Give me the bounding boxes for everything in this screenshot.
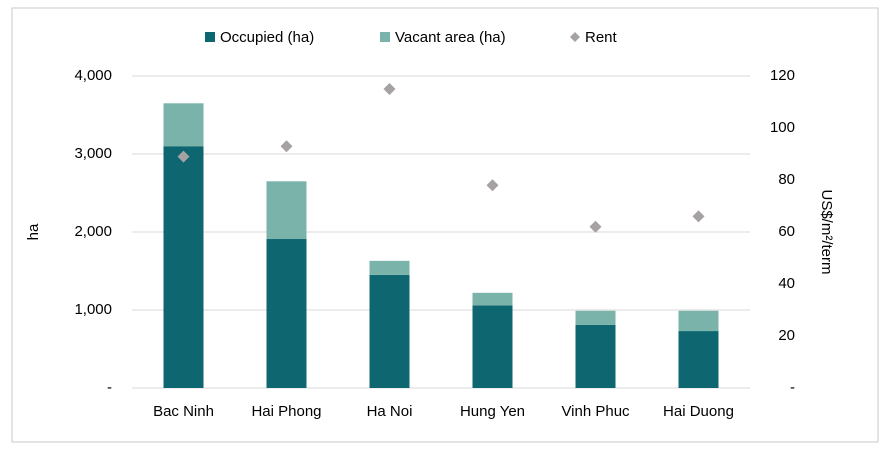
legend-swatch [205,32,215,42]
y2-tick-label: 80 [778,171,795,188]
bar-segment [266,181,307,240]
y2-axis-label: US$/m²/term [818,189,835,274]
bar-segment [575,310,616,325]
rent-marker [486,179,499,192]
bar-segment [472,305,513,388]
rent-marker [383,83,396,95]
x-tick-label: Ha Noi [367,403,413,420]
rent-marker [177,150,190,163]
rent-marker [589,220,602,233]
y-tick-label: 4,000 [74,67,112,84]
x-tick-label: Hung Yen [460,403,525,420]
legend-label: Rent [585,29,618,46]
bar-segment [678,310,719,332]
bar-segment [163,103,204,147]
bar-segment [678,331,719,388]
x-tick-label: Bac Ninh [153,403,214,420]
chart-border [11,7,879,443]
rent-marker [692,210,705,223]
y-tick-label: 1,000 [74,301,112,318]
bar-segment [266,239,307,388]
y-tick-label: 2,000 [74,223,112,240]
y2-tick-label: 40 [778,275,795,292]
y-tick-label: 3,000 [74,145,112,162]
y2-tick-label: 60 [778,223,795,240]
bar-segment [369,274,410,388]
bar-segment [575,324,616,388]
bar-segment [163,146,204,388]
y2-tick-label: 120 [770,67,795,84]
x-tick-label: Hai Phong [251,403,321,420]
bar-segment [472,292,513,306]
x-tick-label: Hai Duong [663,403,734,420]
legend-marker [570,32,580,42]
rent-marker [280,140,293,153]
x-tick-label: Vinh Phuc [561,403,630,420]
y2-tick-label: 20 [778,327,795,344]
y-tick-label: - [107,379,112,396]
y2-tick-label: - [790,379,795,396]
y2-tick-label: 100 [770,119,795,136]
legend-label: Vacant area (ha) [395,29,506,46]
bar-segment [369,260,410,275]
legend-swatch [380,32,390,42]
legend-label: Occupied (ha) [220,29,314,46]
y-axis-label: ha [25,223,42,240]
